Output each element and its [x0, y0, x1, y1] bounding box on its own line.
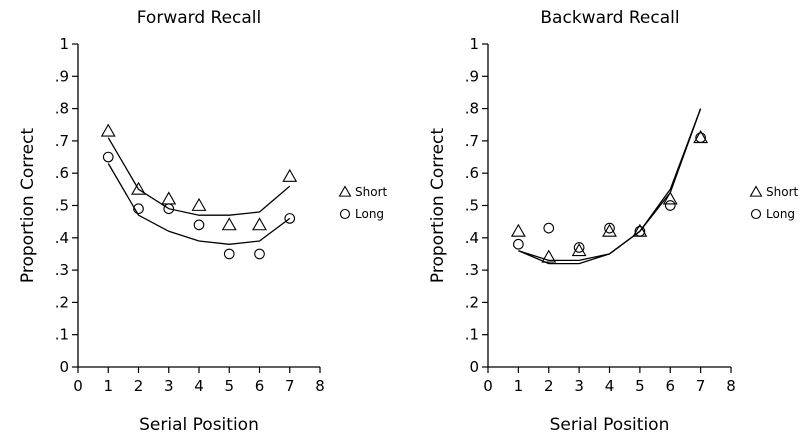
series-short [100, 123, 298, 231]
x-tick-label: 6 [255, 377, 265, 395]
fit-line-short [107, 137, 291, 216]
circle-marker [634, 225, 646, 237]
legend-triangle-icon [338, 185, 352, 197]
x-tick-label: 2 [544, 377, 554, 395]
x-tick-label: 2 [134, 377, 144, 395]
y-tick-label: .2 [55, 293, 69, 311]
legend-triangle-icon [749, 185, 763, 197]
y-tick-label: .2 [465, 293, 479, 311]
fit-line-long [107, 163, 291, 245]
x-tick-label: 3 [574, 377, 584, 395]
triangle-marker [662, 191, 678, 205]
triangle-marker [100, 123, 116, 137]
y-tick-label: .9 [465, 67, 479, 85]
y-tick-label: .7 [465, 132, 479, 150]
x-tick-label: 0 [73, 377, 83, 395]
triangle-marker [161, 191, 177, 205]
x-tick-label: 7 [285, 377, 295, 395]
x-tick-label: 5 [635, 377, 645, 395]
y-tick-label: .7 [55, 132, 69, 150]
series-long [102, 151, 296, 260]
y-tick-label: .8 [55, 100, 69, 118]
triangle-marker [221, 217, 237, 231]
triangle-marker [541, 249, 557, 263]
y-tick-label: .8 [465, 100, 479, 118]
y-tick-label: .9 [55, 67, 69, 85]
y-tick-label: .3 [465, 261, 479, 279]
circle-marker [163, 203, 175, 215]
x-tick-label: 3 [164, 377, 174, 395]
y-tick-label: .4 [465, 229, 479, 247]
circle-marker [695, 132, 706, 144]
triangle-marker [252, 217, 267, 231]
y-tick-label: 0 [59, 358, 69, 376]
circle-marker [102, 151, 114, 163]
chart-panel-1: Backward Recall Proportion Correct Serial … [428, 8, 798, 435]
x-tick-label: 8 [315, 377, 325, 395]
legend-label: Short [766, 185, 798, 199]
triangle-marker [282, 168, 298, 182]
legend-label: Long [355, 207, 384, 221]
circle-marker [513, 238, 524, 250]
x-axis-label: Serial Position [139, 415, 259, 435]
x-tick-label: 7 [696, 377, 706, 395]
legend-label: Long [766, 207, 795, 221]
x-tick-label: 0 [483, 377, 493, 395]
y-tick-label: .4 [55, 229, 69, 247]
y-tick-label: .3 [55, 261, 69, 279]
y-tick-label: .1 [55, 326, 69, 344]
series-short [510, 108, 709, 263]
y-tick-label: 1 [469, 35, 479, 53]
y-tick-label: 0 [469, 358, 479, 376]
y-axis-label: Proportion Correct [18, 128, 38, 284]
legend: Short Long [338, 185, 387, 221]
chart-title: Backward Recall [540, 8, 679, 28]
circle-marker [573, 242, 585, 253]
legend-label: Short [355, 185, 387, 199]
y-tick-label: .5 [465, 197, 479, 215]
legend: Short Long [749, 185, 798, 221]
circle-marker [284, 213, 296, 224]
circle-marker [193, 219, 205, 231]
triangle-marker [571, 243, 587, 257]
circle-marker [543, 222, 555, 234]
circle-marker [254, 248, 265, 260]
x-tick-label: 6 [665, 377, 675, 395]
triangle-marker [602, 223, 617, 237]
x-tick-label: 1 [103, 377, 113, 395]
y-tick-label: .1 [465, 326, 479, 344]
chart-title: Forward Recall [137, 8, 262, 28]
y-tick-label: .6 [465, 164, 479, 182]
y-tick-label: .5 [55, 197, 69, 215]
circle-marker [223, 248, 235, 260]
x-tick-label: 5 [224, 377, 234, 395]
legend-circle-icon [339, 208, 351, 220]
series-long [513, 108, 706, 265]
y-tick-label: .6 [55, 164, 69, 182]
x-tick-label: 8 [726, 377, 736, 395]
y-axis-label: Proportion Correct [428, 128, 448, 284]
x-tick-label: 4 [194, 377, 204, 395]
y-tick-label: 1 [59, 35, 69, 53]
legend-circle-icon [750, 208, 762, 220]
triangle-marker [131, 181, 146, 195]
fit-line-long [518, 108, 702, 265]
triangle-marker [191, 197, 207, 211]
triangle-marker [510, 223, 526, 237]
x-tick-label: 4 [605, 377, 615, 395]
circle-marker [664, 200, 676, 211]
x-tick-label: 1 [514, 377, 524, 395]
x-axis-label: Serial Position [550, 415, 670, 435]
chart-panel-0: Forward Recall Proportion Correct Serial P… [18, 8, 387, 435]
circle-marker [604, 222, 615, 234]
circle-marker [133, 203, 144, 215]
